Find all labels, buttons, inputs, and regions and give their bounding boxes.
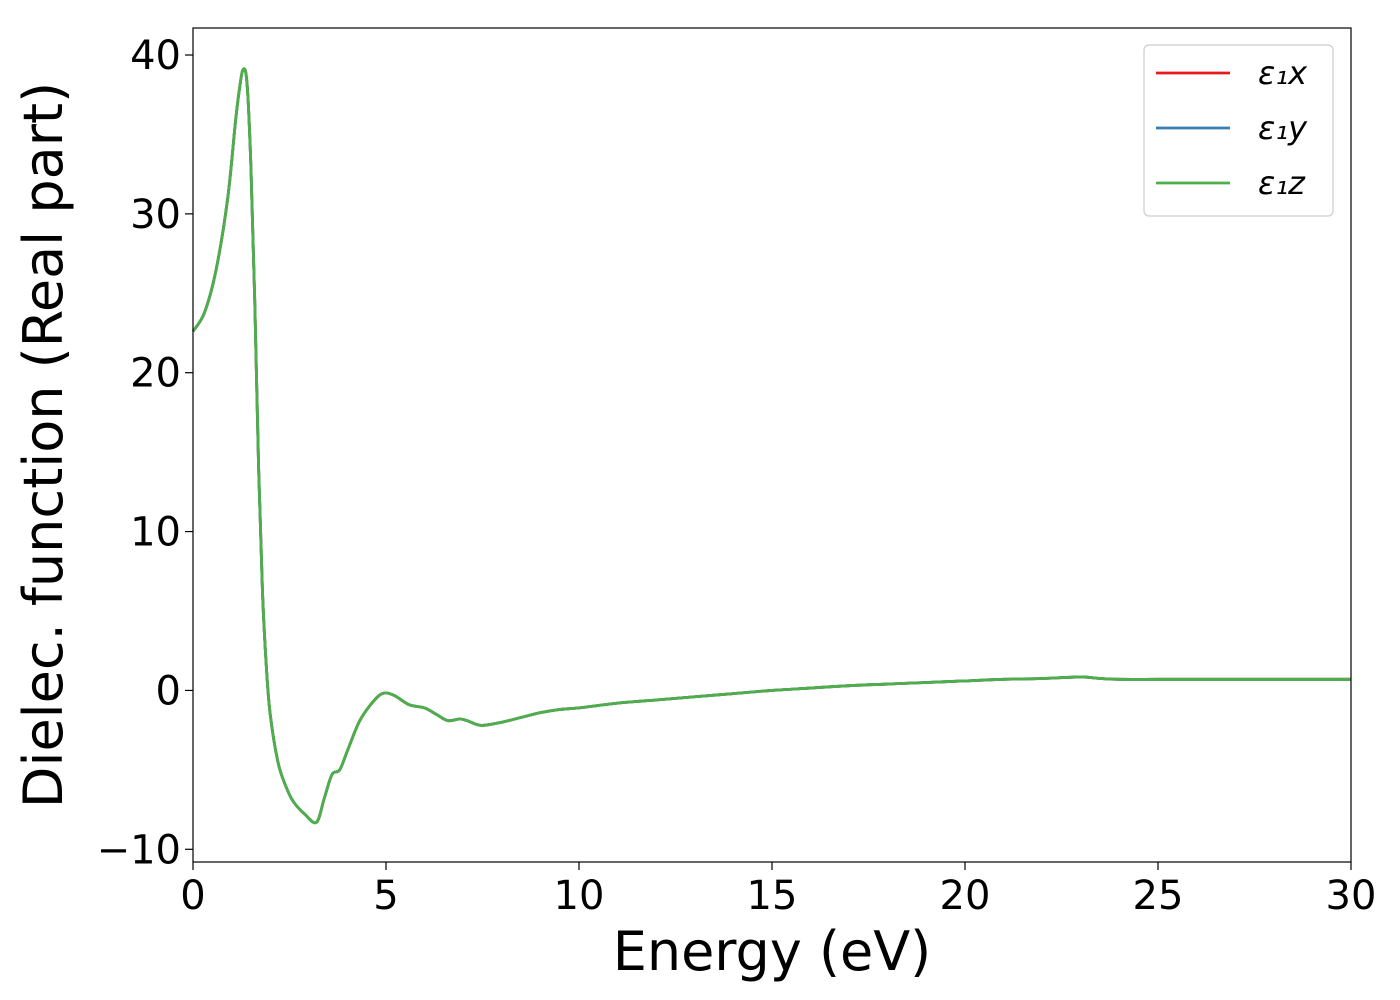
x-axis: 0 5 10 15 20 25 30	[180, 862, 1376, 919]
legend-entry: ε₁y	[1258, 109, 1308, 147]
x-tick-label: 0	[180, 873, 205, 919]
x-tick-label: 15	[747, 873, 798, 919]
series-line-3	[191, 67, 1351, 825]
y-tick-label: 30	[130, 192, 181, 238]
x-tick-label: 5	[373, 873, 398, 919]
x-axis-label: Energy (eV)	[613, 920, 932, 983]
y-axis: −10 0 10 20 30 40	[97, 33, 193, 873]
legend: ε₁x ε₁y ε₁z	[1143, 44, 1334, 217]
y-tick-label: 0	[156, 668, 181, 714]
x-tick-label: 25	[1133, 873, 1184, 919]
y-tick-label: −10	[97, 827, 181, 873]
legend-entry: ε₁z	[1258, 164, 1306, 202]
y-tick-label: 20	[130, 351, 181, 397]
plot-lines	[191, 67, 1351, 825]
legend-box	[1143, 44, 1334, 217]
x-tick-label: 20	[940, 873, 991, 919]
y-tick-label: 40	[130, 33, 181, 79]
y-axis-label: Dielec. function (Real part)	[12, 82, 75, 808]
x-tick-label: 30	[1326, 873, 1377, 919]
y-tick-label: 10	[130, 510, 181, 556]
legend-entry: ε₁x	[1258, 54, 1308, 92]
x-tick-label: 10	[554, 873, 605, 919]
